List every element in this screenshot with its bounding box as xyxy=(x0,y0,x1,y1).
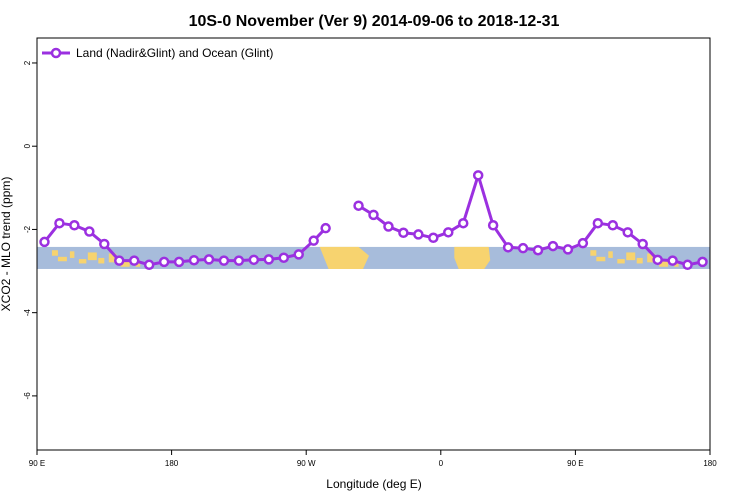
data-point xyxy=(487,220,499,231)
y-tick-label: 2 xyxy=(23,60,32,65)
x-tick-label: 90 E xyxy=(29,459,45,468)
plot-frame xyxy=(36,37,711,451)
x-tick-label: 180 xyxy=(703,459,717,468)
data-point xyxy=(607,220,619,231)
land-island xyxy=(57,256,67,262)
land-island xyxy=(636,257,643,264)
data-point xyxy=(69,220,80,231)
y-axis-label: XCO2 - MLO trend (ppm) xyxy=(0,177,13,312)
data-point xyxy=(517,242,529,254)
data-point xyxy=(562,244,574,255)
data-point xyxy=(218,255,230,266)
data-point xyxy=(39,236,50,248)
land-island xyxy=(120,260,130,267)
series-layer xyxy=(39,170,708,271)
x-tick-label: 180 xyxy=(165,459,179,468)
land-island xyxy=(659,260,669,267)
land-island xyxy=(87,252,97,261)
legend: Land (Nadir&Glint) and Ocean (Glint) xyxy=(42,46,273,60)
data-point xyxy=(293,249,304,260)
x-axis: 90 E 180 90 W 0 90 E 180 xyxy=(29,450,717,468)
data-point xyxy=(128,255,140,266)
data-point xyxy=(443,227,454,238)
land-island xyxy=(647,253,655,263)
data-point xyxy=(472,170,484,181)
x-axis-label: Longitude (deg E) xyxy=(326,477,421,491)
land-island xyxy=(590,250,597,256)
data-point xyxy=(577,237,589,249)
data-point xyxy=(114,255,125,266)
data-point xyxy=(547,240,559,252)
land-island xyxy=(608,251,613,258)
data-point xyxy=(233,255,245,266)
data-point xyxy=(248,254,260,266)
data-point xyxy=(158,256,170,268)
legend-label: Land (Nadir&Glint) and Ocean (Glint) xyxy=(76,46,273,60)
data-point xyxy=(637,238,648,250)
land-island xyxy=(596,256,606,262)
land-island xyxy=(135,262,141,267)
data-point xyxy=(413,229,424,240)
y-tick-label: 0 xyxy=(23,143,32,148)
data-point xyxy=(398,227,409,239)
data-point xyxy=(592,217,604,229)
data-point xyxy=(428,232,439,244)
x-tick-label: 0 xyxy=(439,459,444,468)
data-point xyxy=(54,217,65,229)
data-point xyxy=(143,259,155,271)
y-axis: 2 0 -2 -4 -6 xyxy=(23,60,37,399)
land-island xyxy=(98,257,105,264)
chart-title: 10S-0 November (Ver 9) 2014-09-06 to 201… xyxy=(189,13,560,30)
land-africa xyxy=(454,246,491,269)
data-point xyxy=(99,238,110,250)
y-tick-label: -2 xyxy=(23,225,32,233)
data-point xyxy=(502,242,514,253)
legend-marker xyxy=(50,47,62,59)
y-tick-label: -6 xyxy=(23,392,32,400)
data-point xyxy=(457,217,469,229)
data-point xyxy=(622,227,633,238)
land-island xyxy=(69,251,75,258)
x-tick-label: 90 W xyxy=(297,459,316,468)
data-point xyxy=(353,200,364,211)
data-point xyxy=(383,221,394,232)
data-point xyxy=(532,244,544,256)
data-point xyxy=(682,259,693,271)
data-point xyxy=(173,256,185,268)
data-point xyxy=(697,256,708,268)
y-tick-label: -4 xyxy=(23,309,32,317)
data-point xyxy=(84,226,95,237)
data-point xyxy=(667,255,678,266)
land-island xyxy=(626,252,636,261)
data-point xyxy=(263,254,275,265)
data-point xyxy=(652,254,663,266)
data-point xyxy=(278,252,290,263)
x-tick-label: 90 E xyxy=(567,459,583,468)
land-island xyxy=(78,259,87,264)
data-point xyxy=(308,235,319,246)
data-point xyxy=(368,209,379,221)
data-point xyxy=(203,254,215,265)
land-island xyxy=(674,262,679,267)
land-south-america xyxy=(319,246,369,269)
data-point xyxy=(320,222,331,234)
land-island xyxy=(617,259,625,264)
data-point xyxy=(188,254,200,266)
land-island xyxy=(108,253,117,263)
land-island xyxy=(51,250,58,256)
